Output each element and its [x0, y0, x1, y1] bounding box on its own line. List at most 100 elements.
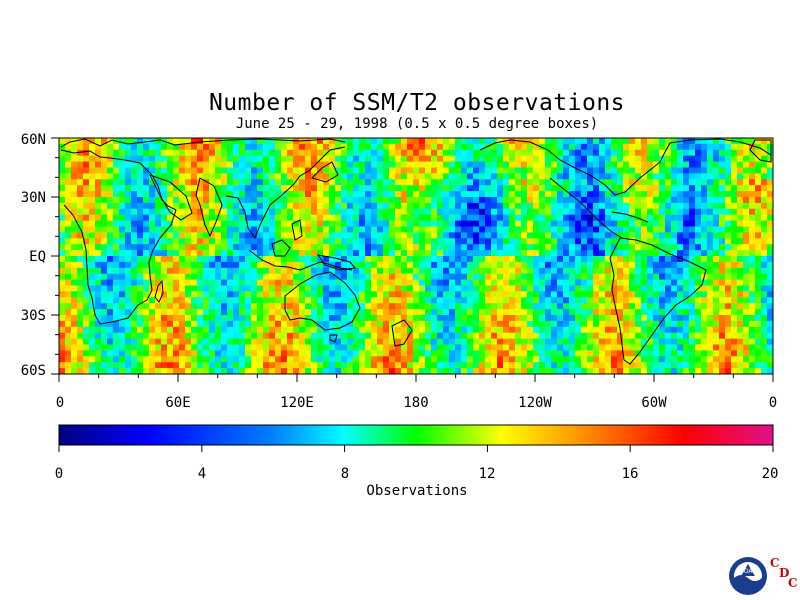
heatmap-cell	[599, 303, 606, 310]
heatmap-cell	[197, 261, 204, 269]
heatmap-cell	[539, 303, 546, 310]
heatmap-cell	[527, 285, 534, 292]
heatmap-cell	[215, 285, 222, 292]
heatmap-cell	[209, 143, 216, 151]
heatmap-cell	[557, 320, 564, 328]
heatmap-cell	[425, 332, 432, 339]
heatmap-cell	[329, 267, 336, 275]
heatmap-cell	[515, 250, 522, 257]
heatmap-cell	[497, 309, 504, 316]
heatmap-cell	[497, 315, 504, 322]
heatmap-cell	[413, 226, 420, 233]
heatmap-cell	[59, 208, 66, 216]
heatmap-cell	[431, 232, 438, 239]
heatmap-cell	[233, 161, 240, 168]
heatmap-cell	[623, 143, 630, 151]
heatmap-cell	[119, 332, 126, 339]
heatmap-cell	[467, 244, 474, 251]
heatmap-cell	[59, 273, 66, 280]
heatmap-cell	[539, 161, 546, 168]
heatmap-cell	[233, 226, 240, 233]
heatmap-cell	[731, 179, 738, 186]
heatmap-cell	[245, 350, 252, 357]
heatmap-cell	[341, 197, 348, 204]
heatmap-cell	[539, 197, 546, 204]
heatmap-cell	[65, 232, 72, 239]
heatmap-cell	[713, 208, 720, 216]
heatmap-cell	[269, 220, 276, 227]
heatmap-cell	[443, 273, 450, 280]
heatmap-cell	[725, 155, 732, 162]
heatmap-cell	[491, 208, 498, 216]
heatmap-cell	[233, 338, 240, 345]
heatmap-cell	[419, 161, 426, 168]
heatmap-cell	[389, 197, 396, 204]
heatmap-cell	[617, 185, 624, 192]
coastline-east-asia	[225, 146, 346, 240]
heatmap-cell	[173, 315, 180, 322]
heatmap-cell	[737, 309, 744, 316]
heatmap-cell	[533, 179, 540, 186]
heatmap-cell	[125, 208, 132, 216]
heatmap-cell	[203, 173, 210, 180]
heatmap-cell	[341, 155, 348, 162]
heatmap-cell	[695, 232, 702, 239]
heatmap-cell	[731, 244, 738, 251]
heatmap-cell	[203, 220, 210, 227]
heatmap-cell	[95, 208, 102, 216]
heatmap-cell	[329, 197, 336, 204]
heatmap-cell	[401, 244, 408, 251]
heatmap-cell	[647, 297, 654, 304]
heatmap-cell	[167, 191, 174, 198]
heatmap-cell	[491, 167, 498, 174]
heatmap-cell	[425, 344, 432, 351]
heatmap-cell	[557, 315, 564, 322]
heatmap-cell	[77, 179, 84, 186]
heatmap-cell	[515, 185, 522, 192]
heatmap-cell	[461, 220, 468, 227]
heatmap-cell	[707, 197, 714, 204]
heatmap-cell	[467, 303, 474, 310]
heatmap-cell	[185, 368, 192, 374]
heatmap-cell	[401, 161, 408, 168]
heatmap-cell	[215, 356, 222, 363]
heatmap-cell	[449, 285, 456, 292]
heatmap-cell	[455, 143, 462, 151]
heatmap-cell	[473, 197, 480, 204]
heatmap-cell	[653, 191, 660, 198]
heatmap-cell	[311, 167, 318, 174]
heatmap-cell	[329, 326, 336, 334]
heatmap-cell	[743, 303, 750, 310]
heatmap-cell	[713, 338, 720, 345]
heatmap-cell	[509, 326, 516, 334]
heatmap-cell	[449, 149, 456, 157]
heatmap-cell	[395, 155, 402, 162]
heatmap-cell	[647, 344, 654, 351]
heatmap-cell	[89, 256, 96, 263]
heatmap-cell	[443, 279, 450, 286]
heatmap-cell	[671, 138, 678, 145]
heatmap-cell	[767, 191, 773, 198]
heatmap-cell	[695, 250, 702, 257]
heatmap-cell	[347, 303, 354, 310]
heatmap-cell	[689, 226, 696, 233]
heatmap-cell	[749, 197, 756, 204]
heatmap-cell	[341, 315, 348, 322]
heatmap-cell	[701, 261, 708, 269]
heatmap-cell	[269, 173, 276, 180]
heatmap-cell	[593, 185, 600, 192]
heatmap-cell	[407, 279, 414, 286]
heatmap-cell	[245, 362, 252, 369]
heatmap-cell	[557, 179, 564, 186]
heatmap-cell	[677, 326, 684, 334]
heatmap-cell	[191, 344, 198, 351]
heatmap-cell	[569, 226, 576, 233]
heatmap-cell	[227, 202, 234, 210]
heatmap-cell	[671, 185, 678, 192]
heatmap-cell	[509, 155, 516, 162]
heatmap-cell	[677, 173, 684, 180]
heatmap-cell	[449, 303, 456, 310]
heatmap-cell	[515, 285, 522, 292]
heatmap-cell	[683, 256, 690, 263]
heatmap-cell	[461, 208, 468, 216]
